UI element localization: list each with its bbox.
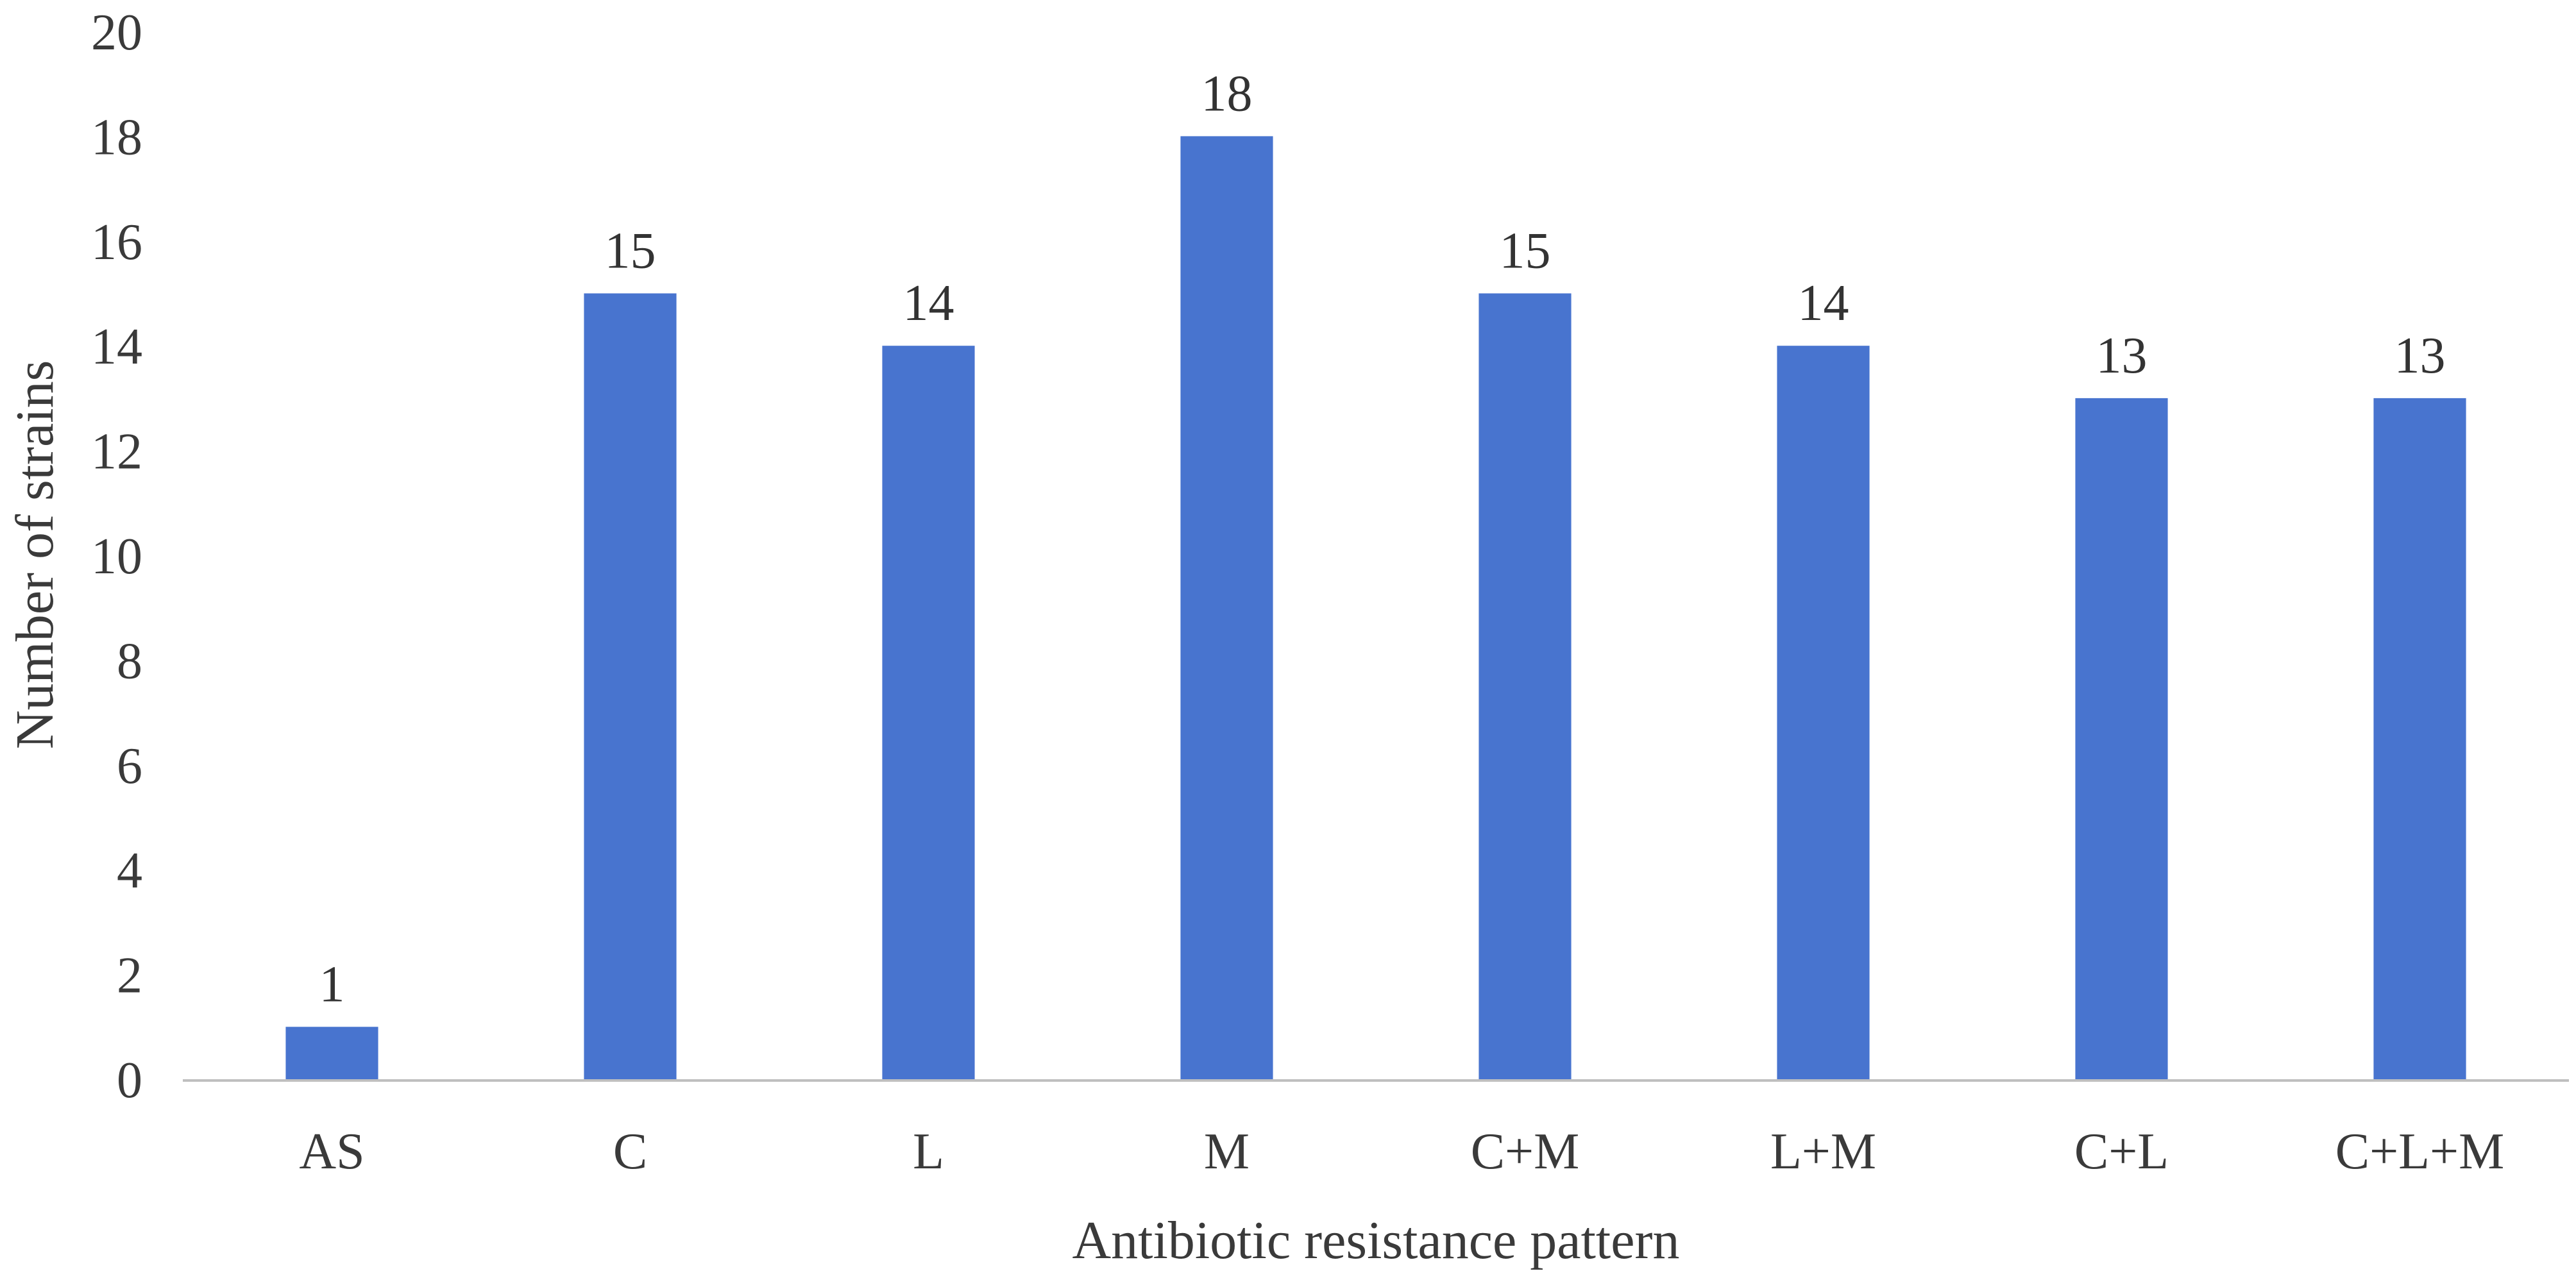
bar: [584, 293, 677, 1079]
data-label: 1: [319, 956, 345, 1013]
x-tick-label: C+M: [1471, 1123, 1580, 1180]
data-label: 15: [605, 223, 656, 280]
bars: [285, 136, 2466, 1080]
x-tick-label: C: [613, 1123, 647, 1180]
data-label: 15: [1500, 223, 1551, 280]
bar: [2373, 398, 2466, 1079]
data-label: 14: [1798, 275, 1849, 332]
y-axis-ticks: 0 2 4 6 8 10 12 14 16 18 20: [91, 4, 142, 1109]
x-axis-title: Antibiotic resistance pattern: [1072, 1211, 1679, 1270]
bar: [285, 1027, 378, 1079]
x-tick-label: C+L: [2074, 1123, 2169, 1180]
y-tick-label: 12: [91, 424, 142, 480]
data-labels: 1 15 14 18 15 14 13 13: [319, 65, 2446, 1013]
y-tick-label: 0: [117, 1052, 142, 1109]
y-tick-label: 4: [117, 843, 142, 899]
y-tick-label: 6: [117, 738, 142, 795]
data-label: 18: [1201, 65, 1253, 122]
bar: [882, 346, 975, 1080]
x-tick-label: L: [913, 1123, 944, 1180]
x-tick-label: M: [1204, 1123, 1250, 1180]
y-tick-label: 20: [91, 4, 142, 61]
bar: [1479, 293, 1572, 1079]
bar: [1180, 136, 1273, 1079]
x-tick-label: L+M: [1770, 1123, 1876, 1180]
y-tick-label: 16: [91, 214, 142, 271]
y-tick-label: 8: [117, 633, 142, 689]
x-axis-categories: AS C L M C+M L+M C+L C+L+M: [299, 1123, 2504, 1180]
data-label: 14: [903, 275, 954, 332]
x-tick-label: AS: [299, 1123, 364, 1180]
y-tick-label: 18: [91, 109, 142, 165]
y-axis-title: Number of strains: [5, 360, 65, 750]
y-tick-label: 14: [91, 319, 142, 375]
x-tick-label: C+L+M: [2335, 1123, 2505, 1180]
data-label: 13: [2096, 328, 2148, 384]
bar: [2075, 398, 2168, 1079]
y-tick-label: 10: [91, 528, 142, 585]
y-tick-label: 2: [117, 948, 142, 1004]
data-label: 13: [2394, 328, 2446, 384]
bar: [1777, 346, 1870, 1080]
